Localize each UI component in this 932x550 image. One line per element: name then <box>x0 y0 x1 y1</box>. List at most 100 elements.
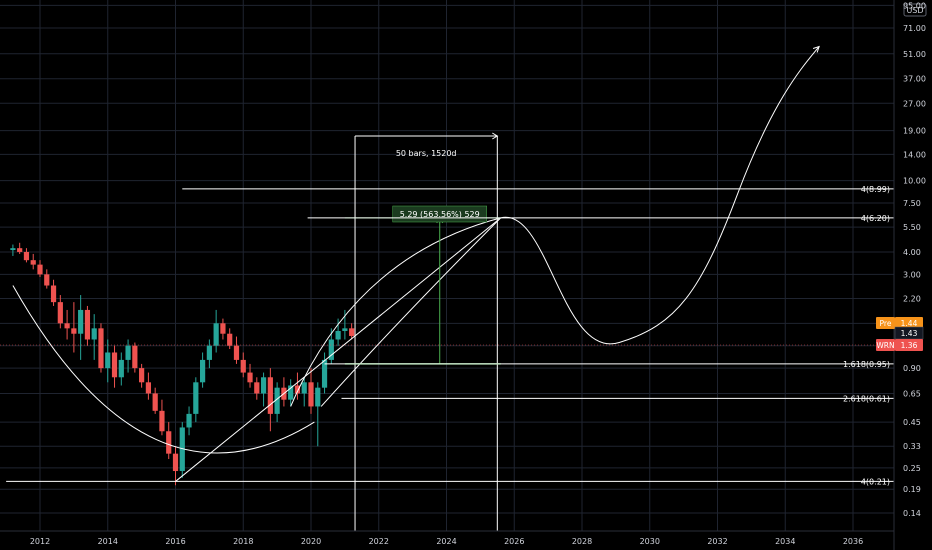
price-tag-name: WRN <box>876 341 894 350</box>
candles <box>10 242 355 486</box>
candle-body <box>30 260 36 265</box>
y-tick-label: 71.00 <box>903 24 926 33</box>
y-tick-label: 0.45 <box>903 418 921 427</box>
candle-body <box>294 385 301 394</box>
x-tick-label: 2028 <box>572 537 592 546</box>
arc-lower <box>320 217 502 407</box>
x-tick-label: 2036 <box>843 537 863 546</box>
trend-line <box>175 217 502 482</box>
x-tick-label: 2012 <box>30 537 50 546</box>
candle-body <box>44 274 50 286</box>
y-tick-label: 3.00 <box>903 270 921 279</box>
candle-body <box>328 339 334 360</box>
candle-body <box>321 359 328 388</box>
x-tick-label: 2018 <box>233 537 253 546</box>
candle-body <box>37 264 43 275</box>
candle-body <box>233 345 240 360</box>
candle-body <box>274 387 280 414</box>
candle-body <box>301 382 307 394</box>
candle-body <box>308 382 314 407</box>
fib-label: 1.618(0.95) <box>843 360 890 369</box>
fib-label: 4(8.99) <box>861 185 890 194</box>
x-tick-label: 2022 <box>369 537 389 546</box>
y-tick-label: 10.00 <box>903 177 926 186</box>
range-label: 50 bars, 1520d <box>396 149 457 158</box>
y-tick-label: 2.20 <box>903 295 921 304</box>
candle-body <box>227 333 233 346</box>
x-tick-label: 2030 <box>640 537 660 546</box>
candle-body <box>145 382 151 394</box>
x-tick-label: 2024 <box>436 537 456 546</box>
fib-levels: 4(8.99) 4(6.20) 1.618(0.95) 2.618(0.61) 4(0.… <box>6 185 894 486</box>
fib-label: 4(0.21) <box>861 477 890 486</box>
candle-body <box>288 385 294 400</box>
candle-body <box>111 352 118 378</box>
candle-body <box>98 328 104 369</box>
candle-body <box>152 393 158 411</box>
candle-body <box>179 427 185 472</box>
candle-body <box>132 345 138 369</box>
grid <box>0 0 894 531</box>
x-tick-label: 2034 <box>775 537 795 546</box>
y-tick-label: 0.33 <box>903 442 921 451</box>
candle-body <box>186 413 192 428</box>
y-tick-label: 95.00 <box>903 1 926 10</box>
cup-curve <box>12 285 315 454</box>
price-tag-name: Pre <box>880 319 892 328</box>
candle-body <box>220 323 226 334</box>
x-tick-label: 2032 <box>707 537 727 546</box>
x-tick-label: 2016 <box>165 537 185 546</box>
y-tick-label: 0.25 <box>903 464 921 473</box>
candle-body <box>213 323 219 346</box>
candle-body <box>84 309 91 340</box>
price-tag-name-bg <box>876 339 895 351</box>
candle-body <box>71 328 77 334</box>
candle-body <box>50 285 57 303</box>
candle-body <box>240 359 246 373</box>
y-tick-label: 0.19 <box>903 485 921 494</box>
projection-path <box>500 46 820 345</box>
candle-body <box>78 309 84 334</box>
candle-body <box>125 345 131 360</box>
arc-upper <box>290 217 501 407</box>
x-tick-label: 2020 <box>301 537 321 546</box>
candle-body <box>139 368 145 383</box>
price-tag-name-bg <box>876 317 895 329</box>
candle-body <box>10 248 16 251</box>
y-tick-label: 27.00 <box>903 99 926 108</box>
candle-body <box>159 410 165 432</box>
y-tick-label: 51.00 <box>903 50 926 59</box>
x-tick-label: 2026 <box>504 537 524 546</box>
fib-label: 4(6.20) <box>861 214 890 223</box>
candle-body <box>267 377 273 414</box>
y-tick-label: 7.50 <box>903 199 921 208</box>
price-tag-value: 1.36 <box>901 341 918 350</box>
fib-label: 2.618(0.61) <box>843 394 890 403</box>
range-arrowhead <box>492 132 499 140</box>
candle-body <box>200 359 206 383</box>
y-tick-label: 5.50 <box>903 223 921 232</box>
y-tick-label: 0.90 <box>903 364 921 373</box>
price-tag-value: 1.44 <box>901 319 918 328</box>
y-tick-label: 4.00 <box>903 248 921 257</box>
candle-body <box>166 431 172 454</box>
candle-body <box>193 382 199 414</box>
candle-body <box>342 328 348 331</box>
y-tick-label: 14.00 <box>903 150 926 159</box>
price-tag-value-bg <box>895 317 923 329</box>
candle-body <box>118 359 124 378</box>
y-tick-label: 19.00 <box>903 127 926 136</box>
currency-badge[interactable] <box>903 3 927 17</box>
candle-body <box>172 453 179 472</box>
candle-body <box>247 372 253 383</box>
x-tick-label: 2014 <box>98 537 118 546</box>
y-tick-label: 37.00 <box>903 75 926 84</box>
measure-label: 5.29 (563.56%) 529 <box>400 210 480 219</box>
candle-body <box>315 387 321 407</box>
candle-body <box>349 328 355 336</box>
price-tags: Pre 1.441.43 WRN 1.36 <box>0 317 924 351</box>
candle-body <box>335 330 341 340</box>
